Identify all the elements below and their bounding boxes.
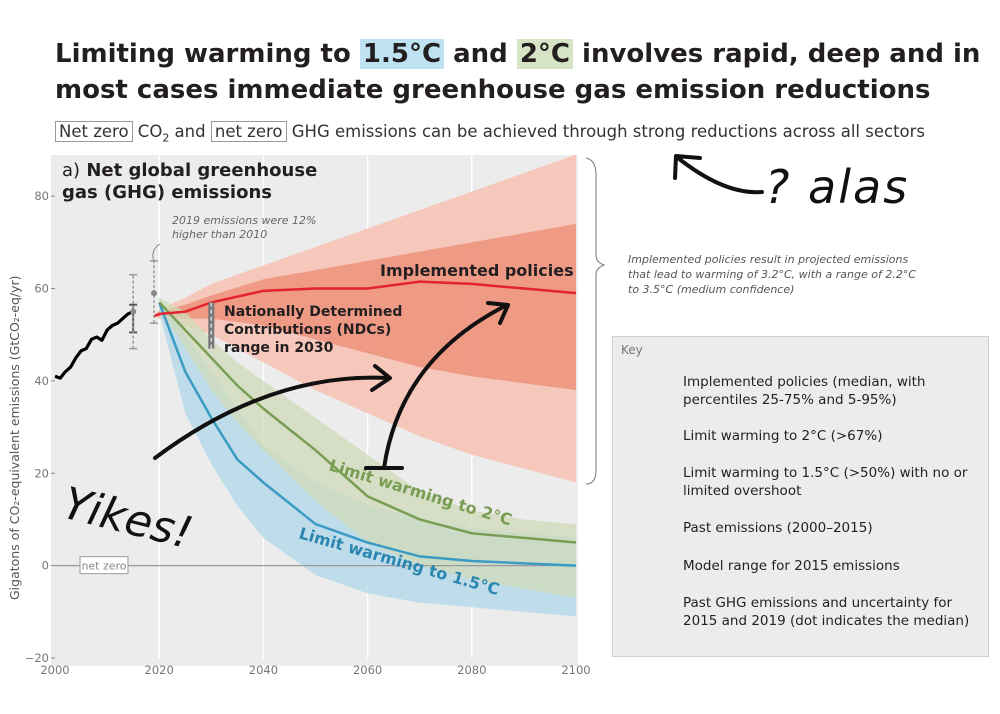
uncertainty-2019-median-dot (150, 290, 157, 297)
headline-highlight-2c: 2°C (516, 39, 573, 69)
legend-item-15c: Limit warming to 1.5°C (>50%) with no or… (683, 465, 968, 499)
handwritten-question-alas: ? alas (765, 160, 910, 214)
panel-title-text: Net global greenhouse gas (GHG) emission… (62, 160, 318, 203)
line-layer (54, 280, 577, 567)
subline-net-zero-box-2: net zero (210, 121, 287, 142)
net-zero-box (79, 556, 129, 575)
headline-part3: involves rapid, deep and in most cases i… (55, 39, 981, 105)
ndc-label-line-2: Contributions (NDCs) (224, 322, 391, 338)
legend-box: Key Implemented policies (median, with p… (612, 336, 989, 657)
net-zero-label: net zero (81, 560, 126, 573)
panel-letter: a) (62, 160, 81, 181)
x-tick-label-2020: 2020 (145, 663, 174, 677)
past-emissions-line (54, 310, 134, 380)
subheadline: Net zero CO2 and net zero GHG emissions … (55, 120, 1000, 150)
panel-title: a) Net global greenhouse gas (GHG) emiss… (62, 160, 322, 204)
y-axis-label: Gigatons of CO₂-equivalent emissions (Gt… (7, 275, 22, 600)
hand-arrow-question (676, 156, 764, 195)
hand-arrow-ndc (153, 375, 390, 460)
x-tick-label-2040: 2040 (249, 663, 278, 677)
legend-item-implemented: Implemented policies (median, with perce… (683, 374, 926, 408)
band-layer (153, 154, 577, 617)
hand-arrow-question-head (673, 154, 702, 180)
y-tick-label-40: 40 (34, 374, 49, 388)
headline: Limiting warming to 1.5°C and 2°C involv… (55, 36, 985, 108)
hand-arrow-implemented (364, 304, 507, 470)
marker-layer (129, 243, 215, 350)
hand-arrow-ndc-head (370, 364, 392, 392)
y-tick-label-80: 80 (34, 189, 49, 203)
limit-2c-median-line (158, 301, 577, 544)
legend-item-2c: Limit warming to 2°C (>67%) (683, 428, 883, 444)
legend-item-model-range: Model range for 2015 emissions (683, 558, 900, 574)
subline-net-zero-box-1: Net zero (55, 121, 133, 142)
implemented-band-25-75 (153, 223, 577, 391)
x-tick-label-2100: 2100 (561, 663, 590, 677)
limit-2c-band (159, 297, 576, 598)
x-tick-label-2060: 2060 (353, 663, 382, 677)
y-tick-label-0: 0 (42, 559, 49, 573)
note-2019-pointer (152, 243, 161, 263)
legend-item-past: Past emissions (2000–2015) (683, 520, 873, 536)
x-tick-label-2080: 2080 (457, 663, 486, 677)
ndc-label-line-3: range in 2030 (224, 340, 334, 356)
ndc-label-line-1: Nationally Determined (224, 304, 402, 320)
implemented-policies-label: Implemented policies (380, 261, 574, 280)
headline-part2: and (444, 39, 517, 69)
subline-text-3: GHG emissions can be achieved through st… (286, 122, 926, 141)
implemented-brace (585, 157, 606, 485)
note-2019-emissions: 2019 emissions were 12% higher than 2010 (172, 214, 317, 241)
y-tick-label-60: 60 (34, 282, 49, 296)
uncertainty-2015-median-dot (130, 308, 137, 315)
y-tick-label--20: −20 (25, 651, 49, 665)
y-tick-label-20: 20 (34, 466, 49, 480)
implemented-median-line (153, 280, 577, 318)
note-implemented-policies: Implemented policies result in projected… (628, 253, 916, 296)
hand-arrow-implemented-head (486, 301, 510, 325)
headline-highlight-1-5c: 1.5°C (359, 39, 445, 69)
subline-subscript: 2 (162, 131, 170, 145)
subline-text-2: and (169, 122, 211, 141)
subline-text-1: CO (132, 122, 163, 141)
handwritten-arrows (153, 154, 764, 470)
x-tick-label-2000: 2000 (40, 663, 69, 677)
limit-15c-median-line (158, 301, 577, 567)
legend-item-uncertainty: Past GHG emissions and uncertainty for 2… (683, 595, 970, 629)
legend-title: Key (621, 343, 643, 357)
headline-part1: Limiting warming to (55, 39, 360, 69)
